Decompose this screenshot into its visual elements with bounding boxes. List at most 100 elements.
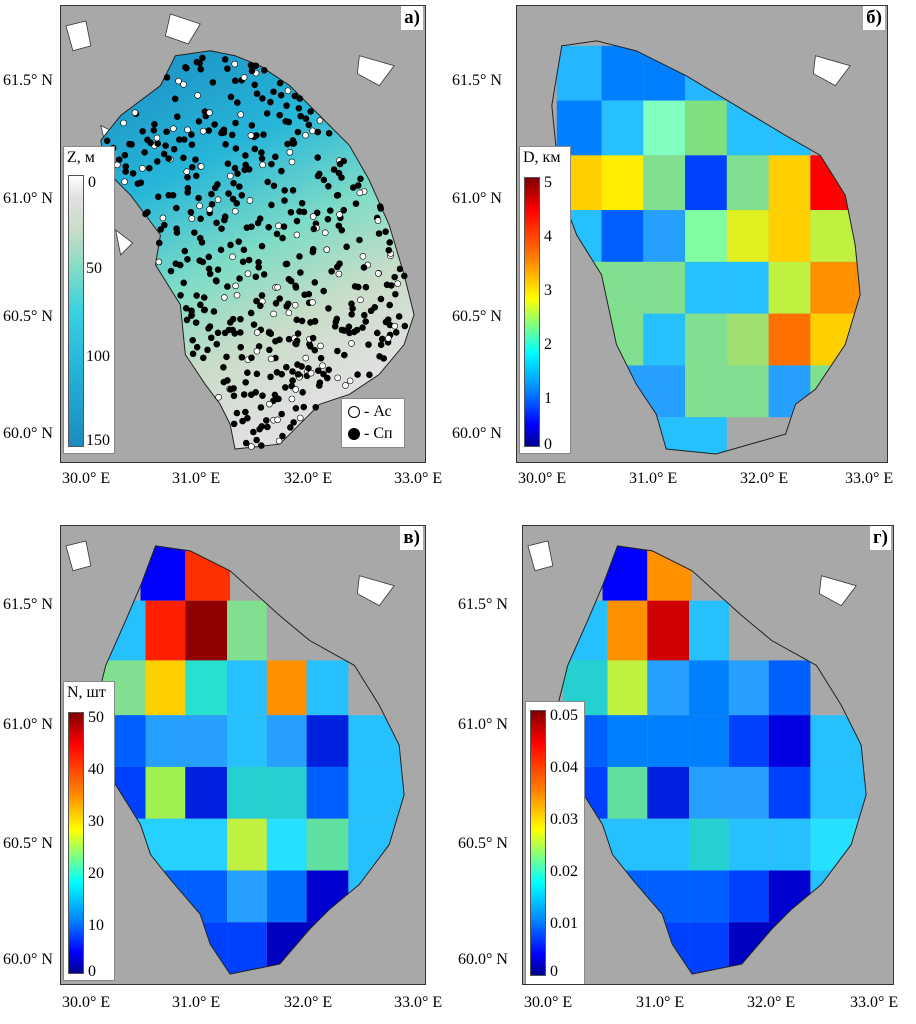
sample-point-open (199, 127, 207, 135)
sample-point-open (121, 178, 128, 186)
sample-point-open (357, 296, 364, 304)
sample-point-filled (230, 392, 238, 400)
sample-point-filled (173, 225, 180, 233)
sample-point-filled (331, 323, 339, 330)
colorbar-tick-c-0: 50 (88, 709, 104, 726)
colorbar-tick-a-2: 100 (86, 348, 110, 365)
sample-point-filled (230, 179, 237, 187)
sample-point-filled (324, 374, 331, 382)
sample-point-filled (287, 424, 294, 431)
sample-point-filled (367, 307, 375, 315)
sample-point-filled (298, 363, 305, 370)
sample-point-filled (284, 140, 291, 148)
sample-point-filled (325, 366, 333, 374)
colorbar-tick-a-3: 150 (86, 432, 110, 449)
sample-point-filled (160, 150, 168, 158)
lat-label-a-0: 61.5° N (3, 72, 53, 89)
sample-point-filled (373, 329, 381, 337)
sample-point-filled (315, 170, 323, 178)
lat-label-c-0: 61.5° N (3, 596, 53, 613)
sample-point-filled (348, 311, 355, 318)
sample-point-filled (278, 167, 285, 175)
sample-point-open (316, 117, 324, 124)
colorbar-gradient-d (530, 710, 546, 976)
sample-point-filled (264, 423, 271, 431)
colorbar-tick-c-5: 0 (88, 963, 96, 980)
sample-point-filled (197, 215, 204, 223)
colorbar-gradient-b (524, 177, 540, 447)
sample-point-open (153, 134, 161, 142)
sample-point-filled (222, 141, 229, 148)
sample-point-filled (177, 292, 184, 299)
lon-label-c-1: 31.0° E (172, 994, 221, 1011)
sample-point-filled (208, 190, 215, 198)
sample-point-filled (192, 156, 199, 163)
sample-point-filled (144, 136, 151, 144)
sample-point-open (155, 258, 163, 266)
lon-label-b-1: 31.0° E (629, 470, 678, 487)
sample-point-filled (376, 353, 383, 360)
sample-point-filled (392, 290, 399, 298)
sample-point-open (120, 119, 127, 127)
sample-point-filled (273, 369, 281, 376)
sample-point-filled (315, 367, 322, 374)
lat-label-d-0: 61.5° N (458, 596, 508, 613)
sample-point-open (114, 161, 121, 169)
panel-letter-c: в) (400, 526, 423, 550)
sample-point-filled (197, 65, 205, 73)
sample-point-filled (298, 317, 306, 325)
sample-point-filled (271, 391, 279, 399)
sample-point-filled (242, 152, 249, 159)
sample-point-filled (221, 216, 228, 224)
sample-point-filled (365, 341, 372, 348)
lon-label-d-0: 30.0° E (524, 994, 573, 1011)
colorbar-gradient-c (68, 712, 84, 974)
sample-point-open (391, 322, 399, 330)
sample-point-filled (382, 228, 389, 235)
map-panel-d: г) 0.05 0.04 0.03 0.02 0.01 0 (522, 525, 894, 985)
colorbar-c: N, шт 50 40 30 20 10 0 (63, 681, 115, 981)
sample-point-filled (227, 241, 234, 249)
sample-point-open (374, 270, 382, 277)
sample-point-filled (189, 336, 196, 344)
sample-point-filled (352, 200, 360, 207)
sample-point-filled (328, 268, 335, 275)
sample-point-filled (208, 200, 216, 208)
sample-point-open (180, 81, 187, 88)
sample-point-filled (234, 99, 241, 106)
sample-point-filled (214, 329, 222, 337)
colorbar-tick-d-5: 0 (550, 963, 558, 980)
sample-point-filled (375, 230, 383, 237)
colorbar-d: 0.05 0.04 0.03 0.02 0.01 0 (525, 701, 585, 984)
map-frame-b: б) D, км 5 4 3 2 1 0 (516, 5, 888, 463)
lon-label-b-0: 30.0° E (518, 470, 567, 487)
sample-point-filled (354, 371, 361, 378)
sample-point-filled (211, 121, 218, 128)
sample-point-filled (335, 222, 343, 230)
depth-map-a (65, 13, 415, 450)
sample-point-filled (238, 353, 246, 361)
sample-point-filled (154, 140, 162, 147)
sample-point-filled (235, 238, 243, 245)
sample-point-filled (230, 420, 238, 428)
lat-label-c-1: 61.0° N (3, 716, 53, 733)
sample-point-open (226, 172, 234, 180)
sample-point-filled (343, 243, 350, 251)
sample-point-filled (272, 300, 280, 307)
sample-point-open (175, 77, 182, 85)
lat-label-b-2: 60.5° N (452, 308, 502, 325)
sample-point-filled (181, 247, 189, 255)
sample-point-filled (192, 319, 200, 326)
colorbar-tick-d-4: 0.01 (550, 915, 578, 932)
sample-point-filled (325, 305, 332, 312)
sample-point-open (231, 207, 239, 215)
map-panel-a: а) Z, м 0 50 100 150 - Ас - Сп (60, 5, 426, 463)
sample-point-open (394, 280, 401, 287)
sample-point-filled (324, 215, 332, 223)
sample-point-filled (267, 373, 274, 381)
sample-point-filled (294, 128, 302, 136)
sample-point-filled (280, 223, 288, 230)
lon-label-d-1: 31.0° E (636, 994, 685, 1011)
sample-point-open (184, 126, 191, 134)
map-panel-b: б) D, км 5 4 3 2 1 0 (516, 5, 888, 463)
